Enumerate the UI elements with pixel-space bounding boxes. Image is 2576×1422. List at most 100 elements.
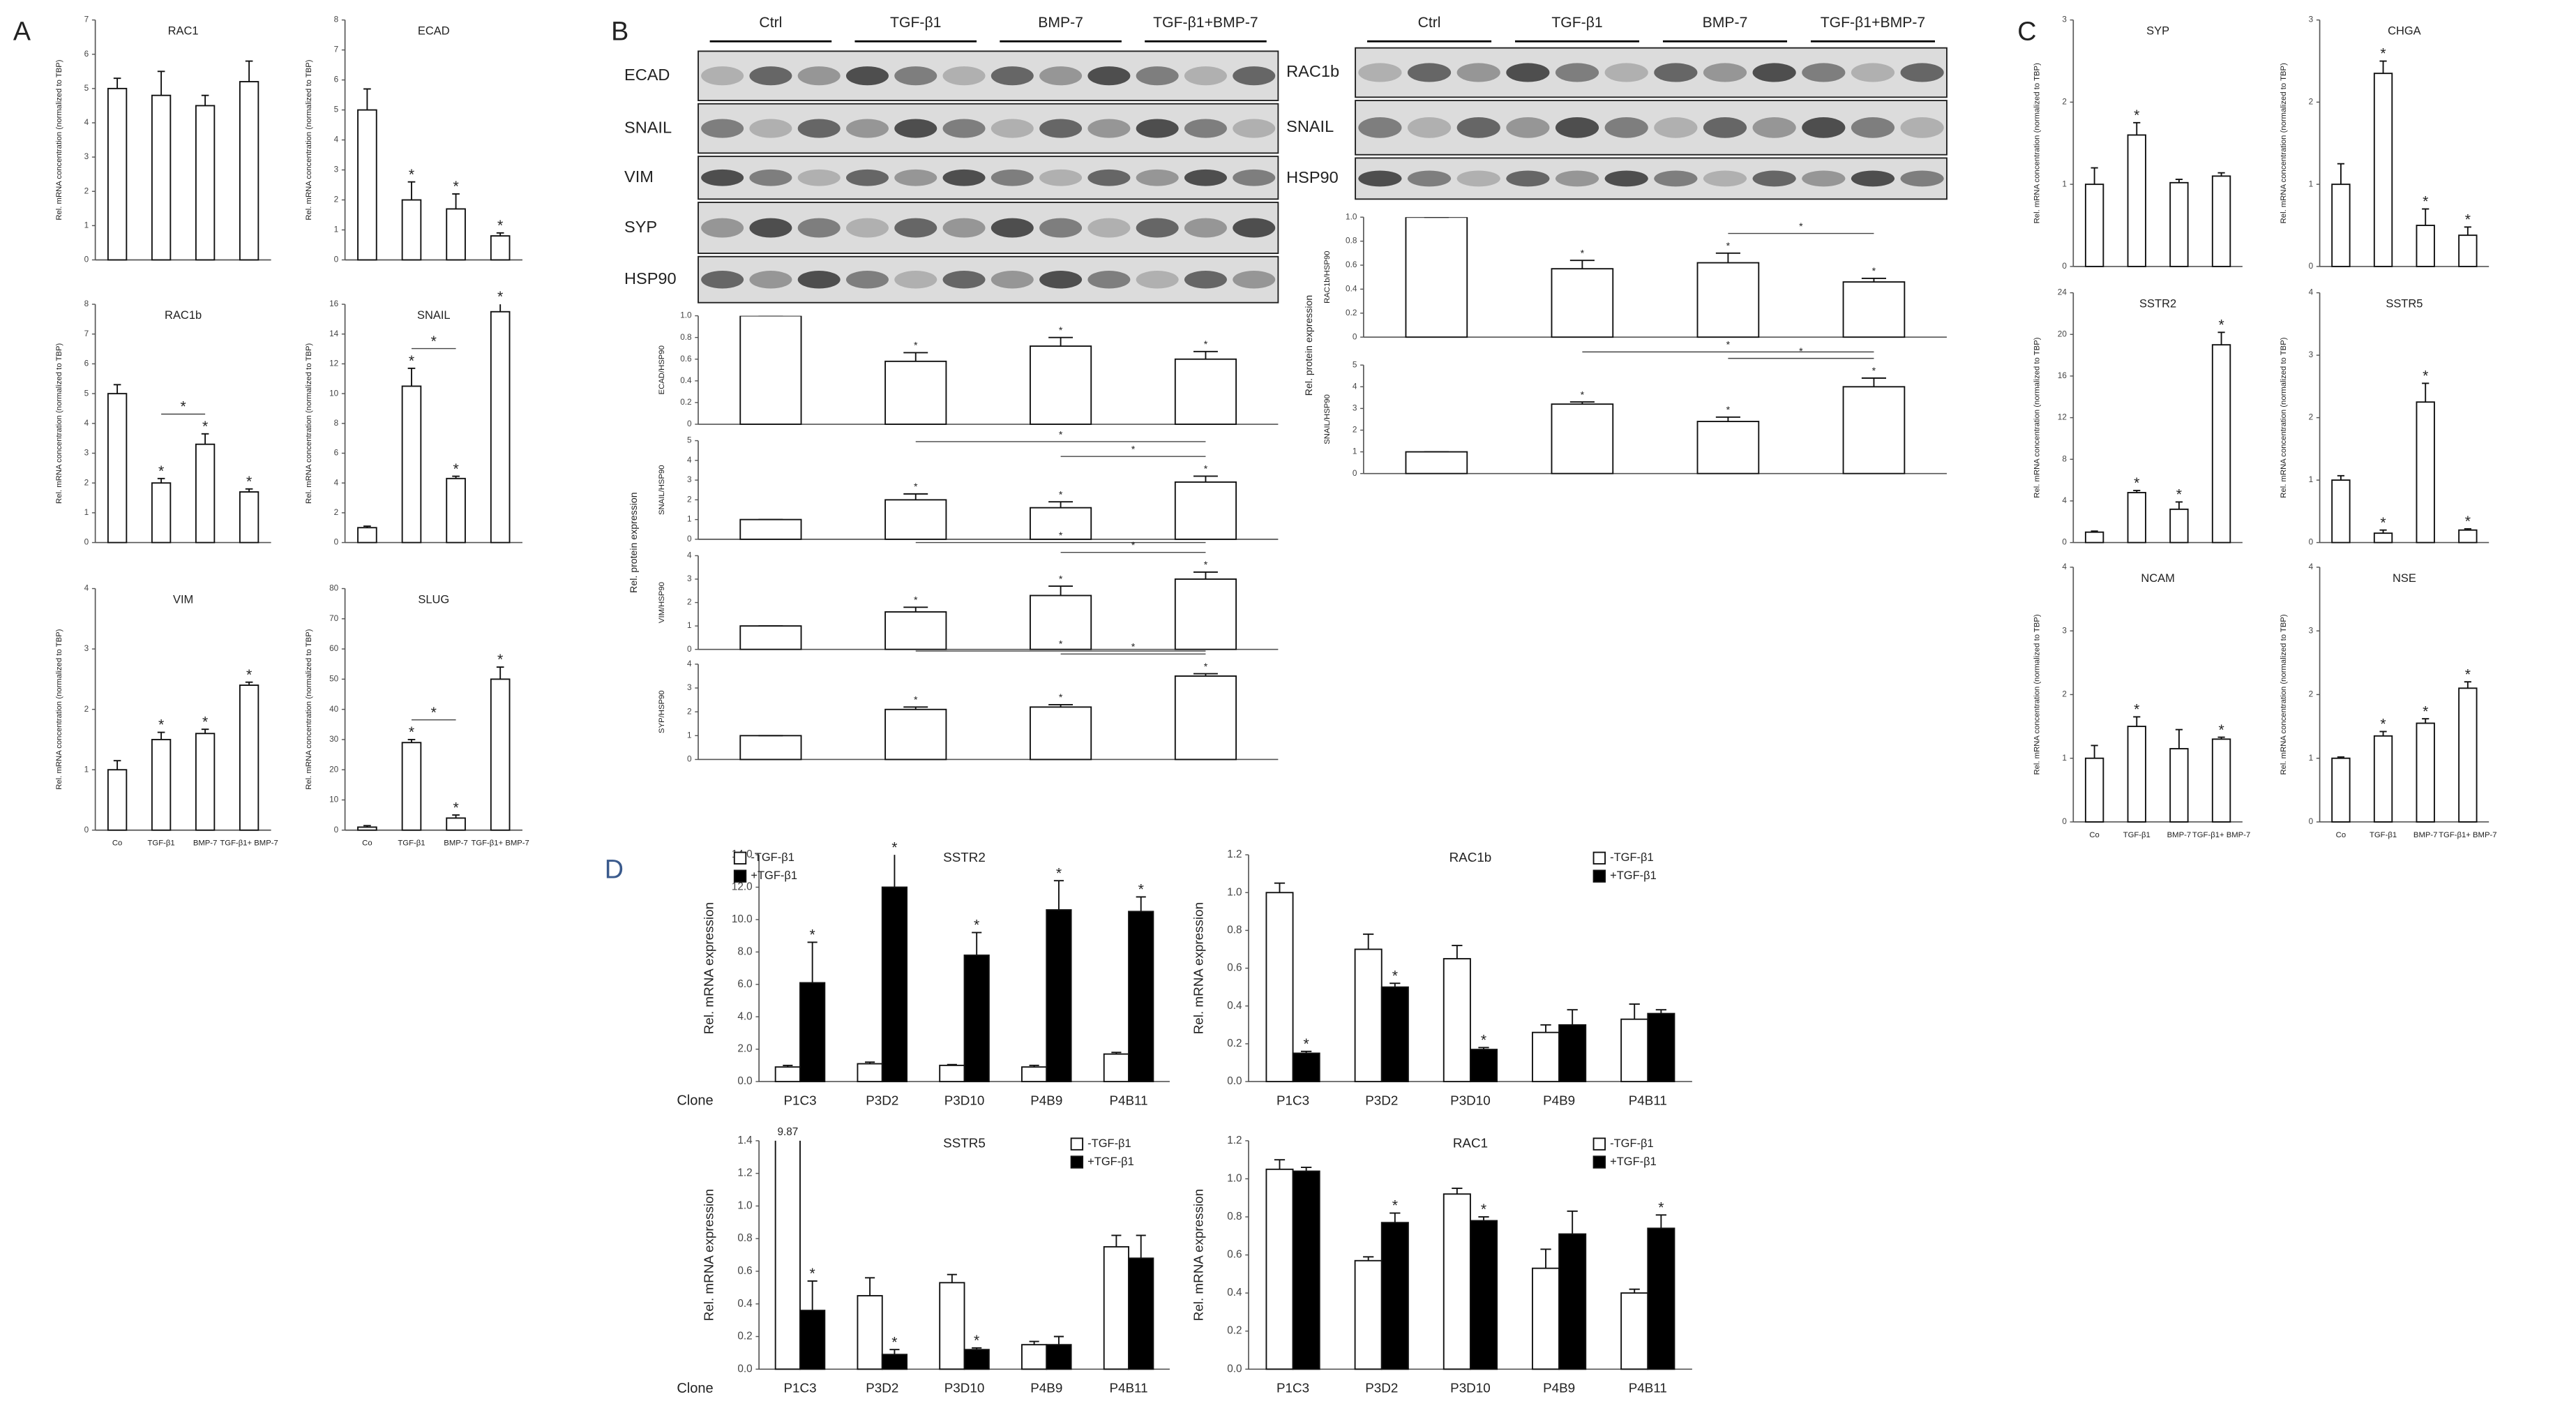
significance-asterisk: * bbox=[1056, 865, 1062, 881]
error-bar bbox=[1452, 945, 1463, 959]
error-bar bbox=[1053, 880, 1064, 911]
error-bar bbox=[972, 1347, 982, 1350]
error-bar bbox=[1048, 336, 1074, 347]
bar bbox=[1532, 1031, 1560, 1083]
error-bar bbox=[113, 384, 121, 394]
blot-band bbox=[942, 119, 986, 138]
y-tick-label: 1.2 bbox=[1227, 1135, 1242, 1146]
error-bar bbox=[1389, 982, 1401, 987]
bar bbox=[490, 235, 511, 261]
significance-asterisk: * bbox=[914, 340, 918, 351]
y-tick-label: 0 bbox=[687, 534, 692, 544]
blot-band bbox=[1851, 170, 1895, 187]
bar bbox=[1021, 1344, 1048, 1370]
significance-asterisk: * bbox=[1872, 365, 1876, 376]
y-tick-label: 2 bbox=[2309, 97, 2314, 106]
significance-asterisk: * bbox=[914, 594, 918, 606]
significance-asterisk: * bbox=[974, 1333, 979, 1349]
blot-strip bbox=[698, 202, 1279, 255]
error-bar bbox=[2337, 474, 2345, 481]
blot-band bbox=[749, 271, 792, 289]
bar bbox=[939, 1282, 965, 1370]
error-bar bbox=[2379, 731, 2387, 736]
y-tick-label: 7 bbox=[84, 329, 89, 338]
significance-asterisk: * bbox=[497, 218, 503, 234]
blot-group-label: TGF-β1+BMP-7 bbox=[1821, 15, 1926, 31]
x-tick-label: Co bbox=[2336, 831, 2346, 839]
blot-band bbox=[1233, 271, 1276, 289]
significance-asterisk: * bbox=[158, 717, 164, 733]
bar bbox=[446, 477, 466, 544]
error-bar bbox=[2175, 179, 2183, 183]
bar bbox=[2373, 532, 2393, 544]
y-tick-label: 7 bbox=[334, 45, 339, 54]
y-tick-label: 3 bbox=[334, 165, 339, 174]
blot-band bbox=[1802, 117, 1846, 138]
legend-swatch bbox=[733, 851, 747, 865]
error-bar bbox=[496, 232, 504, 237]
significance-asterisk: * bbox=[891, 839, 897, 855]
significance-asterisk: * bbox=[810, 1266, 815, 1282]
significance-asterisk: * bbox=[453, 179, 458, 195]
blot-band bbox=[1358, 117, 1402, 138]
significance-asterisk: * bbox=[497, 289, 503, 305]
y-tick-label: 5 bbox=[84, 389, 89, 398]
y-axis-label: SYP/HSP90 bbox=[658, 690, 666, 733]
bar bbox=[2331, 757, 2351, 823]
significance-asterisk: * bbox=[1872, 265, 1876, 276]
y-tick-label: 0 bbox=[84, 538, 89, 547]
blot-band bbox=[749, 119, 792, 138]
blot-group-label: TGF-β1 bbox=[890, 15, 941, 31]
error-bar bbox=[1111, 1051, 1122, 1054]
error-bar bbox=[1193, 673, 1218, 676]
blot-group-label: TGF-β1 bbox=[1551, 15, 1602, 31]
bar bbox=[1030, 507, 1092, 540]
y-tick-label: 5 bbox=[334, 105, 339, 114]
significance-asterisk: * bbox=[1204, 463, 1208, 474]
error-bar bbox=[1048, 703, 1074, 708]
blot-band bbox=[1604, 117, 1648, 138]
blot-band bbox=[1456, 117, 1500, 138]
bar bbox=[884, 499, 947, 540]
error-bar bbox=[201, 433, 209, 444]
blot-band bbox=[1703, 170, 1747, 187]
y-tick-label: 2.0 bbox=[737, 1043, 752, 1055]
y-tick-label: 80 bbox=[329, 584, 339, 593]
error-bar bbox=[807, 1280, 818, 1311]
x-tick-label: P3D2 bbox=[866, 1381, 898, 1395]
error-bar bbox=[1861, 277, 1886, 283]
x-tick-label: P3D2 bbox=[866, 1093, 898, 1107]
error-bar bbox=[1389, 1212, 1401, 1223]
bar bbox=[1696, 262, 1760, 338]
blot-strip bbox=[1355, 47, 1948, 98]
error-bar bbox=[903, 706, 928, 710]
blot-band bbox=[1039, 218, 1083, 238]
bar bbox=[195, 733, 216, 831]
y-axis-label: Rel. mRNA concentration (normalized to T… bbox=[2280, 337, 2288, 497]
y-tick-label: 0.8 bbox=[737, 1232, 752, 1244]
blot-row-label: HSP90 bbox=[1286, 168, 1339, 186]
error-bar bbox=[865, 1277, 875, 1296]
x-tick-label: P1C3 bbox=[783, 1381, 816, 1395]
x-tick-label: P3D10 bbox=[944, 1381, 985, 1395]
y-tick-label: 0.4 bbox=[1227, 1287, 1242, 1298]
y-tick-label: 1 bbox=[2309, 754, 2314, 763]
blot-band bbox=[1802, 63, 1846, 82]
significance-asterisk: * bbox=[2218, 722, 2224, 738]
bar bbox=[1174, 358, 1237, 425]
error-bar bbox=[1861, 377, 1886, 387]
bar bbox=[151, 738, 172, 831]
y-tick-label: 2 bbox=[84, 186, 89, 195]
significance-asterisk: * bbox=[497, 652, 503, 668]
error-bar bbox=[452, 193, 460, 209]
legend-label: +TGF-β1 bbox=[1610, 869, 1657, 882]
y-axis-label: Rel. mRNA expression bbox=[1191, 1189, 1205, 1321]
error-bar bbox=[2422, 718, 2430, 724]
panel-label: C bbox=[2017, 16, 2036, 45]
panel-label: B bbox=[611, 16, 628, 45]
bar bbox=[799, 1310, 826, 1370]
x-tick-label: Co bbox=[112, 839, 122, 848]
y-tick-label: 8.0 bbox=[737, 945, 752, 957]
blot-band bbox=[797, 119, 841, 138]
significance-asterisk: * bbox=[2423, 194, 2428, 210]
